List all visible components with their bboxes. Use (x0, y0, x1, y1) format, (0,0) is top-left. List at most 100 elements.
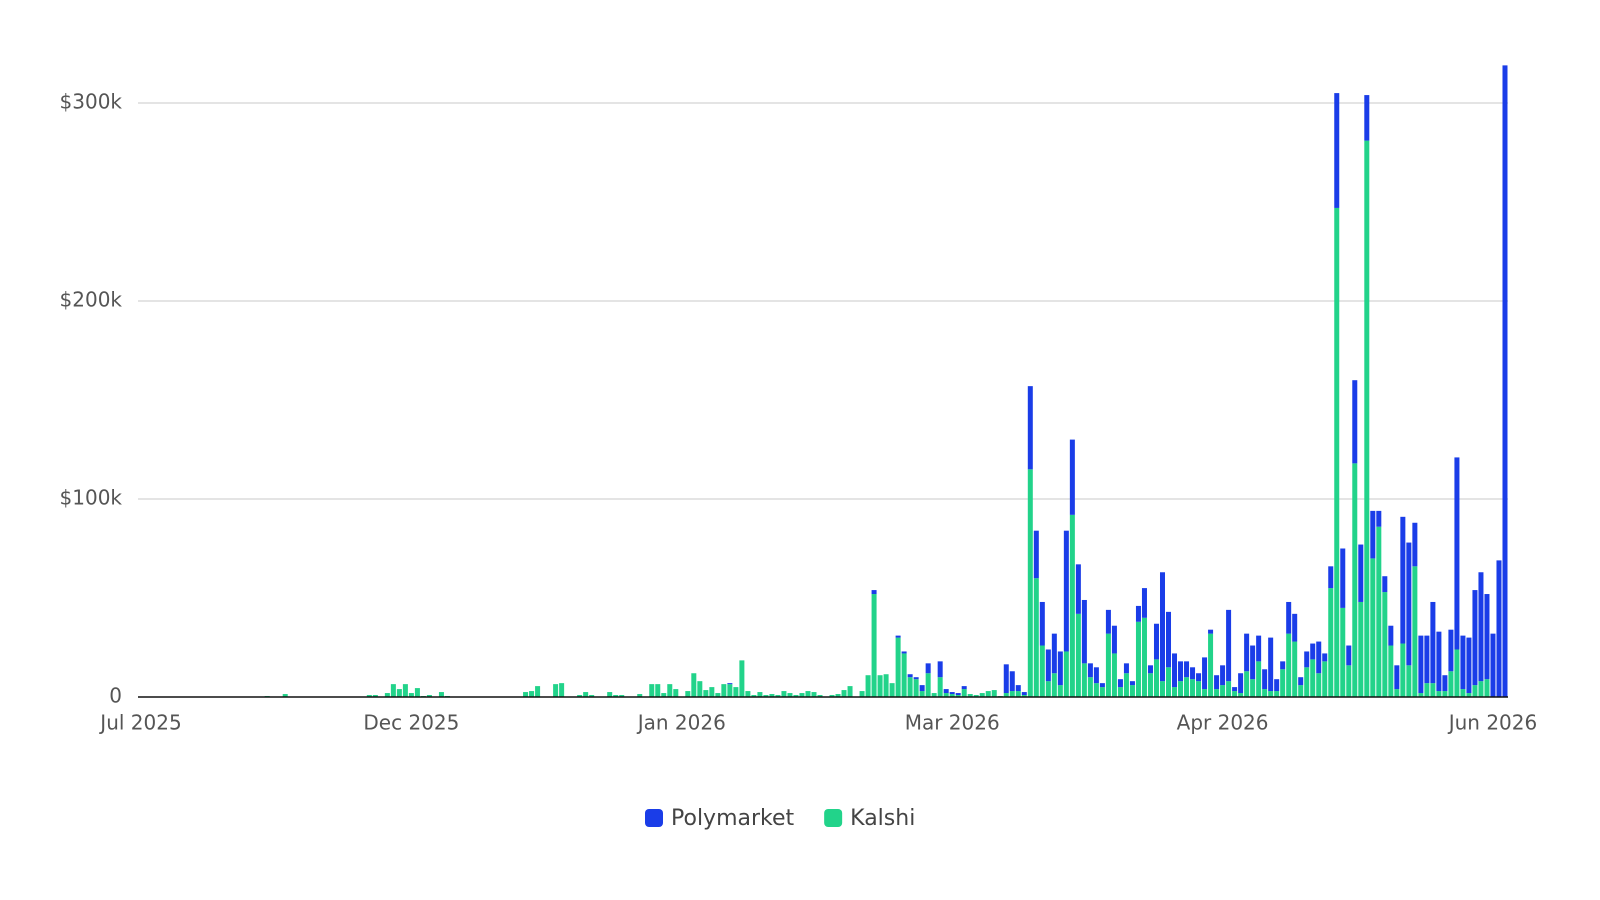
bar (1382, 592, 1388, 697)
bar (1069, 439, 1075, 515)
bar (1141, 617, 1147, 697)
bar (1304, 651, 1310, 668)
bar (655, 684, 661, 697)
bar (1105, 609, 1111, 634)
bar (1202, 689, 1208, 697)
bar (1159, 572, 1165, 682)
bar (1424, 683, 1430, 697)
bar (871, 590, 877, 595)
bar (396, 689, 402, 697)
bar (799, 693, 805, 697)
bar (721, 684, 727, 697)
bar (1394, 689, 1400, 697)
bar (913, 679, 919, 697)
x-tick-label: Apr 2026 (1177, 711, 1269, 735)
y-tick-label: $300k (60, 90, 123, 114)
bar (1172, 687, 1178, 697)
bar (1226, 609, 1232, 682)
bar (1256, 661, 1262, 697)
bar (1418, 635, 1424, 694)
bar (943, 693, 949, 697)
bar (1268, 691, 1274, 697)
bar (529, 691, 535, 697)
bar (865, 675, 871, 697)
bar (1015, 685, 1021, 692)
bar (907, 674, 913, 678)
bar (372, 695, 378, 697)
bar (817, 695, 823, 697)
bar (1232, 687, 1238, 692)
labels: 0 $100k $200k $300k Jul 2025 Dec 2025 Jan 2026… (60, 90, 1538, 735)
bar (1304, 667, 1310, 697)
bar (1364, 140, 1370, 697)
bar (1478, 572, 1484, 682)
bar (1141, 588, 1147, 618)
bar (739, 660, 745, 697)
bar (1196, 681, 1202, 697)
bar (1388, 625, 1394, 646)
bar (607, 692, 613, 697)
bar (1153, 623, 1159, 660)
bar (1340, 607, 1346, 697)
bar (366, 695, 372, 697)
bar (703, 690, 709, 697)
bar (1280, 661, 1286, 670)
bar (1166, 611, 1172, 668)
bar (1262, 689, 1268, 697)
bar (523, 692, 529, 697)
bar (1129, 681, 1135, 686)
bar (1400, 516, 1406, 644)
bar (1226, 681, 1232, 697)
bar (1081, 663, 1087, 697)
bar (1123, 673, 1129, 697)
bar (889, 683, 895, 697)
bar (1430, 601, 1436, 684)
bar (745, 691, 751, 697)
bar (1316, 641, 1322, 674)
bar (1322, 653, 1328, 662)
bar (1262, 669, 1268, 690)
bar (1316, 673, 1322, 697)
bar (871, 594, 877, 697)
bar (1502, 65, 1508, 697)
bar (1244, 671, 1250, 697)
bar (1298, 677, 1304, 686)
bar (553, 684, 559, 697)
bar (1394, 665, 1400, 690)
bar (937, 661, 943, 678)
bar (763, 695, 769, 697)
bar (1147, 673, 1153, 697)
bar (1009, 691, 1015, 697)
legend-label: Kalshi (850, 806, 915, 831)
bar (925, 673, 931, 697)
bar (1292, 641, 1298, 697)
bar (1286, 633, 1292, 697)
bar (1015, 691, 1021, 697)
bar (733, 687, 739, 697)
bar (1093, 667, 1099, 684)
bar (1346, 645, 1352, 666)
bar (1334, 93, 1340, 208)
x-tick-label: Dec 2025 (363, 711, 459, 735)
bar (793, 695, 799, 697)
bar (859, 691, 865, 697)
bar (1099, 687, 1105, 697)
bar (1003, 693, 1009, 697)
bar (1322, 661, 1328, 697)
bar (949, 694, 955, 697)
bar (1448, 629, 1454, 672)
y-tick-label: $200k (60, 288, 123, 312)
bar (1214, 689, 1220, 697)
bar (1202, 657, 1208, 690)
bar (1117, 687, 1123, 697)
bar (1442, 691, 1448, 697)
bar (1472, 685, 1478, 697)
bar (1406, 542, 1412, 666)
bar (1406, 665, 1412, 697)
bars (264, 65, 1508, 697)
bar (1370, 558, 1376, 697)
bar (1352, 463, 1358, 697)
bar (685, 691, 691, 697)
bar (895, 635, 901, 638)
bar (1159, 681, 1165, 697)
